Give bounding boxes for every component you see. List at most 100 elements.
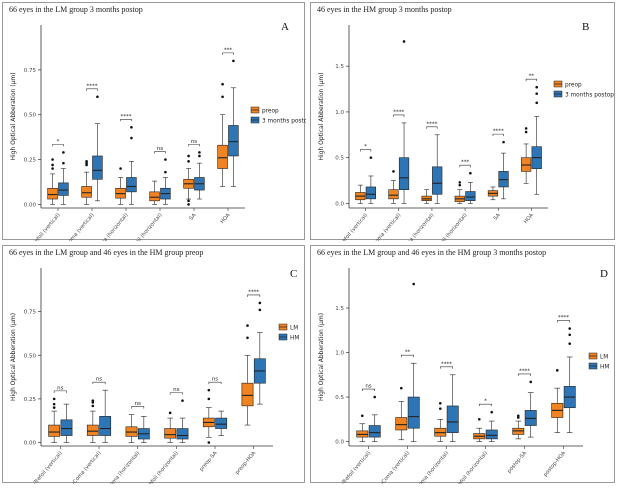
legend-label: HM xyxy=(600,365,609,371)
outlier-point xyxy=(458,181,462,184)
y-axis-label: High Optical Abberation (μm) xyxy=(10,313,17,401)
outlier-point xyxy=(221,82,224,86)
outlier-point xyxy=(568,333,572,337)
y-tick-label: 0.75 xyxy=(24,310,37,316)
outlier-point xyxy=(52,397,56,401)
y-axis-label: High Optical Abberation (μm) xyxy=(10,72,17,160)
significance-label: ns xyxy=(365,384,371,390)
x-tick-label: Coma (horizontal) xyxy=(401,212,436,241)
x-tick-label: Coma (vertical) xyxy=(372,212,402,241)
outlier-point xyxy=(85,160,88,163)
outlier-point xyxy=(246,336,249,340)
box-hm xyxy=(176,428,189,440)
outlier-point xyxy=(516,414,520,418)
outlier-point xyxy=(198,151,201,154)
box-3-months-postop xyxy=(465,191,476,201)
outlier-point xyxy=(52,402,56,406)
outlier-point xyxy=(96,95,99,99)
box-preop xyxy=(47,187,58,200)
significance-label: **** xyxy=(558,315,569,321)
significance-label: **** xyxy=(426,121,437,127)
y-tick-label: 1.5 xyxy=(335,306,344,312)
outlier-point xyxy=(168,411,172,415)
boxplot-chart: 0.0 0.5 1.0 1.5 High Optical Abberation (μm)… xyxy=(318,25,614,253)
x-tick-label: postop-SA xyxy=(506,450,528,474)
legend-label: 3 months postop xyxy=(565,93,614,99)
significance-label: ns xyxy=(212,377,218,383)
x-tick-label: Trefoil (vertical) xyxy=(338,212,369,241)
y-tick-label: 0.0 xyxy=(335,201,344,207)
significance-label: ns xyxy=(173,387,179,393)
box-3-months-postop xyxy=(126,177,137,193)
outlier-point xyxy=(51,167,54,170)
box-3-months-postop xyxy=(432,166,443,195)
boxplot-chart: 0.00 0.25 0.50 0.75 High Optical Abberation … xyxy=(10,268,299,489)
box-hm xyxy=(446,405,459,433)
outlier-point xyxy=(373,395,377,399)
significance-label: **** xyxy=(493,129,504,135)
panel-letter: B xyxy=(582,21,590,33)
y-tick-label: 0.75 xyxy=(24,68,37,74)
outlier-point xyxy=(438,401,442,405)
box-lm xyxy=(48,424,61,437)
outlier-point xyxy=(85,163,88,167)
panel-letter: D xyxy=(600,268,608,280)
x-tick-label: postop-Trefoil (vertical) xyxy=(329,450,372,484)
outlier-point xyxy=(164,158,167,161)
outlier-point xyxy=(392,170,395,173)
outlier-point xyxy=(198,154,201,158)
x-tick-label: Trefoil (horizontal) xyxy=(128,212,164,241)
significance-bracket xyxy=(459,164,471,168)
box-hm xyxy=(215,417,228,429)
outlier-point xyxy=(207,441,211,444)
outlier-point xyxy=(402,40,406,43)
x-tick-label: Coma (vertical) xyxy=(65,212,95,241)
outlier-point xyxy=(360,414,364,418)
outlier-point xyxy=(207,388,211,392)
significance-bracket xyxy=(92,381,106,385)
x-tick-label: SA xyxy=(493,212,502,222)
box-lm xyxy=(86,424,99,436)
outlier-point xyxy=(258,301,262,305)
significance-label: * xyxy=(484,399,487,405)
legend-label: 3 months postop xyxy=(262,119,306,125)
outlier-point xyxy=(130,125,133,129)
box-3-months-postop xyxy=(228,125,239,157)
significance-label: **** xyxy=(121,114,132,120)
outlier-point xyxy=(187,154,190,158)
significance-bracket xyxy=(361,388,376,392)
box-hm xyxy=(99,416,112,436)
chart-panel-a: 66 eyes in the LM group 3 months postop … xyxy=(2,2,311,253)
box-lm xyxy=(395,417,408,431)
significance-bracket xyxy=(492,133,504,137)
significance-bracket xyxy=(154,151,166,154)
outlier-point xyxy=(524,127,528,130)
outlier-point xyxy=(85,161,88,165)
chart-panel-c: 66 eyes in the LM group and 46 eyes in t… xyxy=(2,245,305,489)
outlier-point xyxy=(535,92,539,95)
boxplot-chart: 0.00 0.25 0.50 0.75 High Optical Abberation … xyxy=(10,25,311,253)
outlier-point xyxy=(51,158,54,161)
y-axis-label: High Optical Abberation (μm) xyxy=(318,313,325,401)
chart-title: 66 eyes in the LM group and 46 eyes in t… xyxy=(9,248,204,257)
x-tick-label: HOA xyxy=(523,212,535,225)
x-tick-label: SA xyxy=(188,212,197,222)
significance-label: ns xyxy=(134,401,140,407)
y-axis-label: High Optical Abberation (μm) xyxy=(318,72,325,160)
significance-bracket xyxy=(222,52,234,55)
significance-bracket xyxy=(120,118,132,122)
outlier-point xyxy=(438,407,442,410)
significance-label: **** xyxy=(441,361,452,367)
y-tick-label: 0.00 xyxy=(24,202,37,208)
significance-bracket xyxy=(426,126,438,129)
y-tick-label: 0.50 xyxy=(24,113,37,119)
outlier-point xyxy=(246,324,249,327)
box-preop xyxy=(217,144,228,169)
x-tick-label: preop-SA xyxy=(199,450,219,472)
x-tick-label: preop-Coma (horizontal) xyxy=(96,450,141,484)
significance-label: ** xyxy=(405,350,411,356)
outlier-point xyxy=(232,59,235,63)
y-tick-label: 0.50 xyxy=(24,353,37,359)
outlier-point xyxy=(458,183,462,187)
outlier-point xyxy=(529,380,533,384)
